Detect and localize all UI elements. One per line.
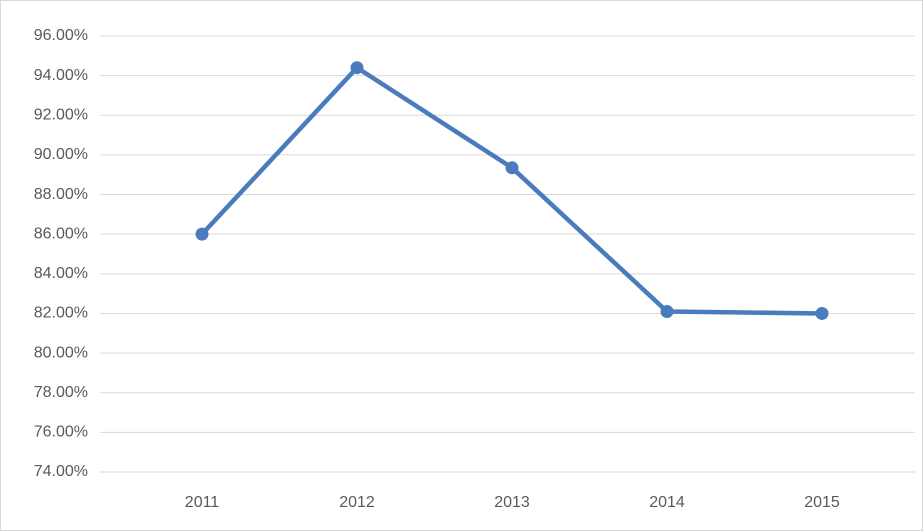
y-tick-label: 84.00% (34, 265, 88, 282)
x-tick-label: 2011 (185, 494, 220, 511)
y-tick-label: 94.00% (34, 67, 88, 84)
y-tick-label: 88.00% (34, 186, 88, 203)
y-tick-label: 80.00% (34, 344, 88, 361)
data-point (505, 161, 519, 175)
y-tick-label: 90.00% (34, 146, 88, 163)
x-tick-label: 2013 (494, 494, 530, 511)
data-point (195, 227, 209, 241)
data-point (815, 306, 829, 320)
x-tick-label: 2015 (804, 494, 840, 511)
data-point (350, 61, 364, 75)
y-tick-label: 92.00% (34, 106, 88, 123)
x-tick-label: 2012 (339, 494, 375, 511)
y-tick-label: 76.00% (34, 424, 88, 441)
y-tick-label: 96.00% (34, 27, 88, 44)
y-tick-label: 86.00% (34, 225, 88, 242)
data-point (660, 304, 674, 318)
y-tick-label: 78.00% (34, 384, 88, 401)
y-tick-label: 82.00% (34, 305, 88, 322)
y-tick-label: 74.00% (34, 463, 88, 480)
x-tick-label: 2014 (649, 494, 685, 511)
